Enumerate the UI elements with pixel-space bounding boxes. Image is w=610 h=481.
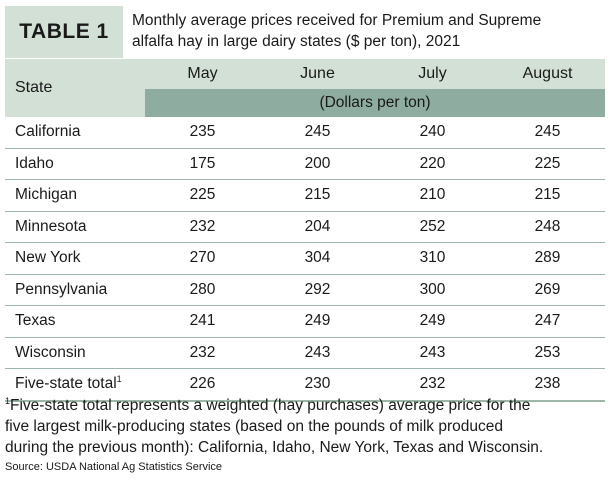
- footnote-text-1: Five-state total represents a weighted (…: [10, 397, 531, 414]
- footnote-line-2: five largest milk-producing states (base…: [5, 418, 503, 435]
- table-row: Idaho 175 200 220 225: [5, 148, 605, 180]
- row-value: 249: [260, 305, 375, 338]
- table-caption: Monthly average prices received for Prem…: [123, 6, 605, 58]
- table-body: California 235 245 240 245 Idaho 175 200 220 225 M…: [5, 117, 605, 402]
- footnote-line-1: 1Five-state total represents a weighted …: [5, 395, 605, 416]
- price-table: State May June July August (Dollars per …: [5, 59, 605, 402]
- table-row: Pennsylvania 280 292 300 269: [5, 274, 605, 306]
- row-value: 226: [145, 368, 260, 402]
- table-label: TABLE 1: [5, 6, 123, 58]
- row-value: 238: [490, 368, 605, 402]
- row-value: 225: [490, 148, 605, 180]
- row-value: 249: [375, 305, 490, 338]
- source-note: Source: USDA National Ag Statistics Serv…: [5, 461, 223, 473]
- unit-label: (Dollars per ton): [145, 89, 605, 117]
- caption-line-1: Monthly average prices received for Prem…: [132, 12, 542, 29]
- row-state: Wisconsin: [5, 337, 145, 369]
- table-row: Minnesota 232 204 252 248: [5, 211, 605, 243]
- table-row: Wisconsin 232 243 243 253: [5, 337, 605, 369]
- row-state-label: Five-state total: [15, 375, 117, 393]
- footnote-marker: 1: [5, 395, 11, 406]
- row-state-label: Idaho: [15, 154, 54, 172]
- row-value: 269: [490, 274, 605, 306]
- row-value: 304: [260, 242, 375, 275]
- table-row: Five-state total1 226 230 232 238: [5, 368, 605, 402]
- table-header: TABLE 1 Monthly average prices received …: [5, 6, 605, 58]
- row-state-label: Michigan: [15, 186, 78, 204]
- row-value: 235: [145, 117, 260, 149]
- column-header-month: June: [260, 59, 375, 89]
- row-value: 175: [145, 148, 260, 180]
- row-value: 245: [260, 117, 375, 149]
- row-value: 232: [375, 368, 490, 402]
- row-value: 232: [145, 337, 260, 369]
- table-row: California 235 245 240 245: [5, 117, 605, 149]
- footnote: 1Five-state total represents a weighted …: [5, 395, 605, 458]
- row-state-label: Texas: [15, 312, 56, 330]
- row-value: 204: [260, 211, 375, 243]
- row-value: 247: [490, 305, 605, 338]
- row-value: 225: [145, 179, 260, 212]
- row-state-label: California: [15, 123, 81, 141]
- row-state: New York: [5, 242, 145, 275]
- row-value: 245: [490, 117, 605, 149]
- row-value: 310: [375, 242, 490, 275]
- row-value: 210: [375, 179, 490, 212]
- row-state-label: Minnesota: [15, 217, 87, 235]
- row-value: 300: [375, 274, 490, 306]
- row-state: Five-state total1: [5, 368, 145, 402]
- row-value: 241: [145, 305, 260, 338]
- column-header-month: May: [145, 59, 260, 89]
- row-value: 215: [260, 179, 375, 212]
- row-state: Michigan: [5, 179, 145, 212]
- footnote-ref: 1: [116, 374, 122, 385]
- row-value: 270: [145, 242, 260, 275]
- row-value: 289: [490, 242, 605, 275]
- caption-line-2: alfalfa hay in large dairy states ($ per…: [132, 33, 461, 50]
- column-header-month: August: [490, 59, 605, 89]
- row-value: 280: [145, 274, 260, 306]
- row-state: Pennsylvania: [5, 274, 145, 306]
- row-value: 248: [490, 211, 605, 243]
- row-state: Texas: [5, 305, 145, 338]
- row-state-label: Wisconsin: [15, 343, 86, 361]
- row-state: California: [5, 117, 145, 149]
- row-value: 292: [260, 274, 375, 306]
- column-header-month: July: [375, 59, 490, 89]
- unit-row: (Dollars per ton): [5, 89, 605, 117]
- column-header-row: State May June July August: [5, 59, 605, 117]
- row-value: 232: [145, 211, 260, 243]
- row-value: 220: [375, 148, 490, 180]
- row-value: 253: [490, 337, 605, 369]
- row-state-label: Pennsylvania: [15, 280, 108, 298]
- footnote-line-3: during the previous month): California, …: [5, 439, 544, 456]
- row-value: 243: [260, 337, 375, 369]
- row-value: 243: [375, 337, 490, 369]
- column-header-state: State: [5, 59, 145, 117]
- row-state-label: New York: [15, 249, 81, 267]
- row-value: 215: [490, 179, 605, 212]
- table-row: Texas 241 249 249 247: [5, 305, 605, 338]
- row-value: 200: [260, 148, 375, 180]
- row-value: 252: [375, 211, 490, 243]
- table-row: New York 270 304 310 289: [5, 242, 605, 275]
- row-value: 230: [260, 368, 375, 402]
- table-row: Michigan 225 215 210 215: [5, 179, 605, 212]
- row-state: Idaho: [5, 148, 145, 180]
- row-value: 240: [375, 117, 490, 149]
- row-state: Minnesota: [5, 211, 145, 243]
